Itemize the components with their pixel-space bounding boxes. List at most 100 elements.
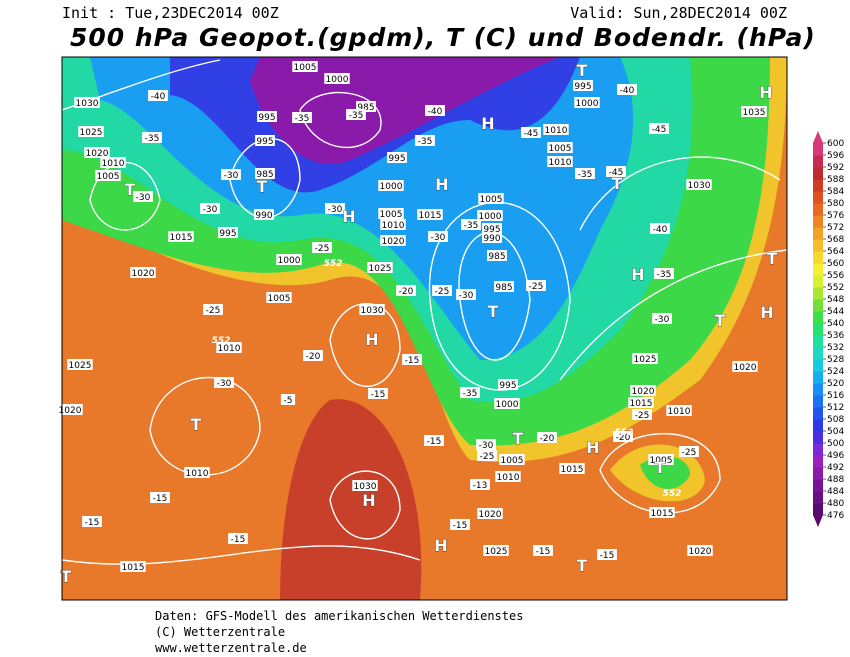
temperature-label: -40 <box>151 92 166 102</box>
temperature-label-box <box>679 446 699 457</box>
colorbar-tick-label: 500 <box>827 439 844 449</box>
temperature-label: -15 <box>85 518 100 528</box>
isobar-label-box <box>266 292 292 303</box>
pressure-center: H <box>434 536 447 555</box>
isobar-label-box <box>574 97 600 108</box>
temperature-label-box <box>526 280 546 291</box>
pressure-center: T <box>257 177 268 196</box>
colorbar-tick-label: 568 <box>827 235 844 245</box>
contour-label: 552 <box>663 489 682 499</box>
temperature-label-box <box>150 492 170 503</box>
temperature-label-box <box>649 123 669 134</box>
temperature-label-box <box>575 168 595 179</box>
isobar-label-box <box>732 361 758 372</box>
temperature-label-box <box>470 479 490 490</box>
temperature-label: -15 <box>231 535 246 545</box>
isobar-label-box <box>687 545 713 556</box>
isobar-label: 1020 <box>689 547 712 557</box>
isobar-label-box <box>120 561 146 572</box>
isobar-label-box <box>78 126 104 137</box>
colorbar-tick-label: 548 <box>827 295 844 305</box>
colorbar-band <box>813 503 823 516</box>
contour-label: 552 <box>615 428 634 438</box>
isobar-label-box <box>100 157 126 168</box>
temperature-label: -30 <box>136 193 151 203</box>
temperature-label-box <box>650 223 670 234</box>
pressure-center: H <box>759 83 772 102</box>
isobar-label-box <box>378 180 404 191</box>
temperature-label: -15 <box>453 521 468 531</box>
temperature-label-box <box>428 231 448 242</box>
pressure-center: H <box>342 207 355 226</box>
isobar-label: 1005 <box>268 294 291 304</box>
isobar-label-box <box>628 397 654 408</box>
pressure-center: H <box>586 438 599 457</box>
temperature-label: -30 <box>431 233 446 243</box>
footer-line: Daten: GFS-Modell des amerikanischen Wet… <box>155 609 523 623</box>
colorbar-band <box>813 251 823 264</box>
isobar-label: 1015 <box>170 233 193 243</box>
isobar-label: 1015 <box>419 211 442 221</box>
isobar-label: 985 <box>488 252 505 262</box>
temperature-label-box <box>652 313 672 324</box>
isobar-label: 1025 <box>634 355 657 365</box>
colorbar-tick-label: 588 <box>827 175 844 185</box>
isobar-label-box <box>292 61 318 72</box>
temperature-label: -30 <box>479 441 494 451</box>
isobar-label-box <box>378 208 404 219</box>
isobar-label-box <box>630 385 656 396</box>
colorbar-tick-label: 576 <box>827 211 844 221</box>
isobar-label-box <box>666 405 692 416</box>
temperature-label: -30 <box>224 171 239 181</box>
isobar-label: 995 <box>256 137 273 147</box>
isobar-label: 1000 <box>479 212 502 222</box>
colorbar-tick-label: 552 <box>827 283 844 293</box>
temperature-label-box <box>533 545 553 556</box>
colorbar-band <box>813 443 823 456</box>
isobar-label-box <box>218 227 238 238</box>
colorbar-tick-label: 488 <box>827 475 844 485</box>
colorbar-band <box>813 299 823 312</box>
isobar-label-box <box>67 359 93 370</box>
isobar-label: 1010 <box>549 158 572 168</box>
isobar-label-box <box>255 135 275 146</box>
isobar-label-box <box>359 304 385 315</box>
temperature-label-box <box>521 127 541 138</box>
map-title: 500 hPa Geopot.(gpdm), T (C) und Bodendr… <box>70 23 816 52</box>
temperature-label: -15 <box>405 356 420 366</box>
isobar-label: 995 <box>499 381 516 391</box>
colorbar-tick-label: 480 <box>827 499 844 509</box>
isobar-label-box <box>482 223 502 234</box>
isobar-label-box <box>495 471 521 482</box>
colorbar-tick-label: 540 <box>827 319 844 329</box>
temperature-label-box <box>450 519 470 530</box>
pressure-center: T <box>191 415 202 434</box>
isobar-label: 1015 <box>122 563 145 573</box>
isobar-label: 1020 <box>59 406 82 416</box>
isobar-label-box <box>477 508 503 519</box>
temperature-label: -25 <box>635 411 650 421</box>
temperature-label-box <box>606 166 626 177</box>
isobar-label: 1020 <box>382 237 405 247</box>
temperature-label-box <box>425 105 445 116</box>
colorbar-tick-label: 532 <box>827 343 844 353</box>
temperature-label: -45 <box>524 129 539 139</box>
isobar-label: 1025 <box>485 547 508 557</box>
isobar-label-box <box>84 147 110 158</box>
isobar-label: 995 <box>388 154 405 164</box>
temperature-label: -35 <box>418 137 433 147</box>
colorbar-band <box>813 227 823 240</box>
temperature-label-box <box>280 394 296 405</box>
pressure-center: T <box>61 567 72 586</box>
temperature-label: -25 <box>529 282 544 292</box>
colorbar-band <box>813 395 823 408</box>
contour-label: 552 <box>324 259 343 269</box>
colorbar-band <box>813 215 823 228</box>
pressure-center: T <box>655 458 666 477</box>
isobar-label: 1000 <box>278 256 301 266</box>
temperature-label-box <box>368 388 388 399</box>
pressure-center: T <box>577 61 588 80</box>
colorbar-tick-label: 492 <box>827 463 844 473</box>
colorbar-tick-label: 592 <box>827 163 844 173</box>
map-frame <box>61 56 788 601</box>
